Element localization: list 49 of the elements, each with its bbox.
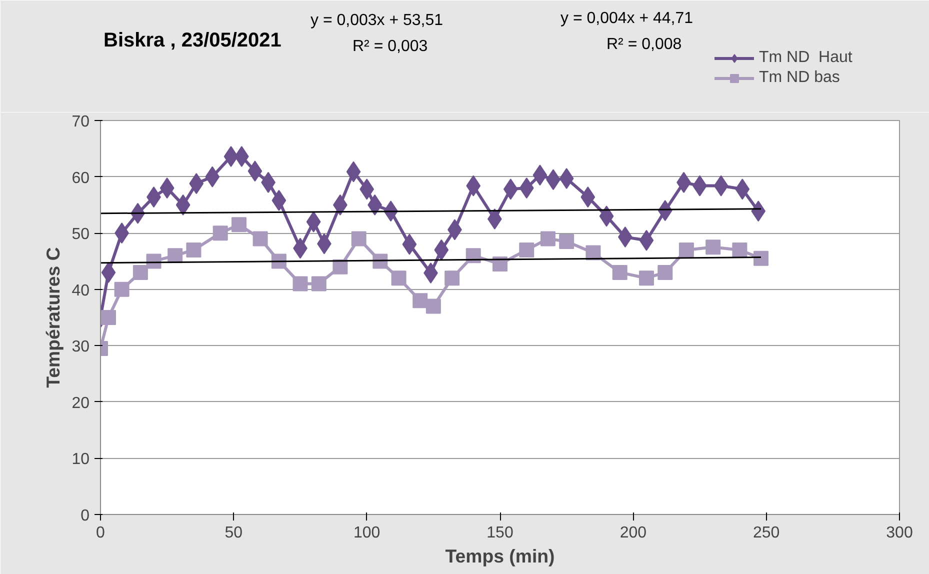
point bbox=[212, 226, 228, 241]
x-tick-label: 100 bbox=[353, 524, 380, 542]
point bbox=[231, 217, 246, 232]
point bbox=[186, 242, 202, 258]
x-tick-label: 150 bbox=[486, 524, 514, 542]
x-tick-label: 250 bbox=[752, 524, 780, 542]
legend-label: Tm ND Haut bbox=[759, 49, 852, 67]
point bbox=[412, 293, 428, 308]
point bbox=[114, 282, 130, 297]
y-axis-title: Températures C bbox=[42, 247, 64, 388]
point bbox=[678, 242, 694, 258]
point bbox=[658, 264, 673, 280]
point bbox=[559, 234, 574, 250]
x-tick-label: 300 bbox=[886, 524, 913, 542]
y-tick-label: 0 bbox=[80, 508, 90, 524]
point bbox=[519, 242, 534, 258]
text: y = 0,004x + 44,71 bbox=[560, 10, 694, 27]
x-tick-label: 50 bbox=[224, 524, 243, 542]
point bbox=[351, 231, 366, 246]
point bbox=[638, 270, 654, 286]
y-tick-label: 60 bbox=[72, 170, 90, 187]
text: R² = 0,008 bbox=[606, 36, 682, 53]
y-tick-label: 50 bbox=[72, 226, 90, 244]
point bbox=[132, 264, 148, 280]
point bbox=[168, 248, 183, 264]
point bbox=[426, 298, 441, 314]
y-tick-label: 20 bbox=[72, 394, 90, 412]
y-tick-label: 40 bbox=[72, 282, 90, 300]
point bbox=[706, 240, 721, 255]
x-tick-label: 0 bbox=[96, 524, 106, 542]
y-tick-label: 10 bbox=[72, 451, 90, 468]
point bbox=[540, 231, 556, 246]
x-axis-title: Temps (min) bbox=[445, 546, 555, 566]
point bbox=[100, 310, 116, 325]
point bbox=[444, 270, 460, 286]
text: y = 0,003x + 53,51 bbox=[310, 12, 444, 29]
y-tick-label: 30 bbox=[72, 338, 90, 356]
point bbox=[252, 231, 268, 246]
chart-title: Biskra , 23/05/2021 bbox=[104, 30, 282, 52]
x-tick-label: 200 bbox=[620, 524, 647, 542]
legend-label: Tm ND bas bbox=[759, 69, 840, 87]
y-tick-label: 70 bbox=[72, 114, 90, 130]
point bbox=[612, 264, 628, 280]
point bbox=[732, 242, 748, 258]
point bbox=[391, 270, 406, 286]
point bbox=[292, 276, 308, 292]
point bbox=[311, 276, 326, 292]
point bbox=[754, 250, 769, 266]
text: R² = 0,003 bbox=[352, 38, 428, 55]
